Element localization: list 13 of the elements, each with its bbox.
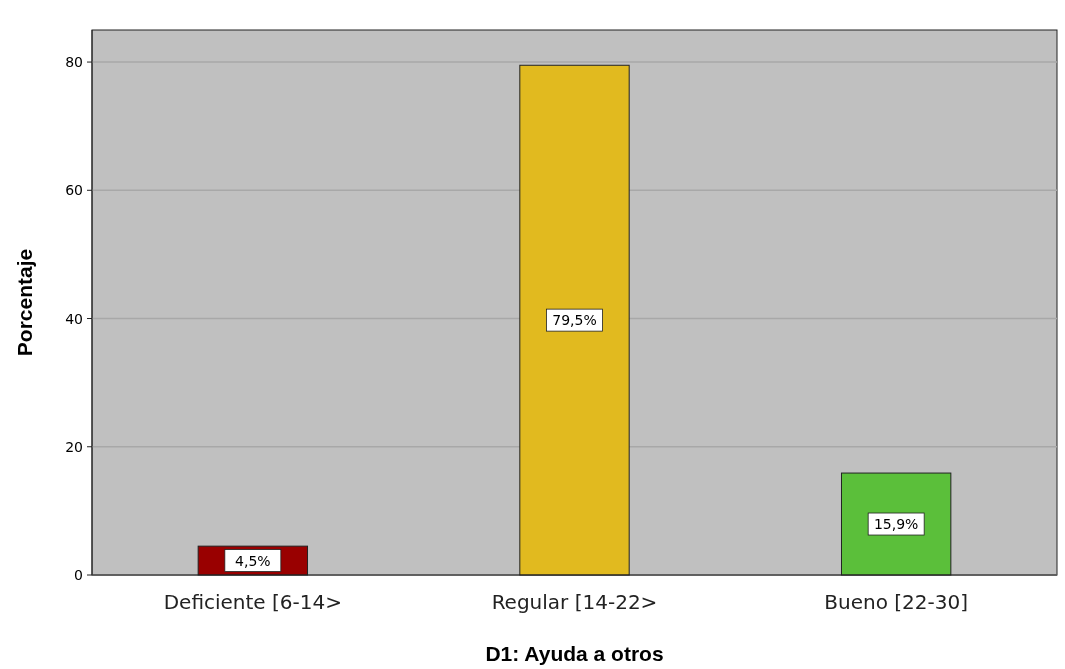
- y-tick-label: 0: [74, 567, 83, 583]
- x-tick-label: Bueno [22-30]: [824, 590, 969, 614]
- y-tick-label: 80: [65, 54, 83, 71]
- data-label: 15,9%: [873, 516, 919, 533]
- data-label: 4,5%: [235, 552, 271, 569]
- data-label: 79,5%: [552, 312, 597, 329]
- y-axis-title: Porcentaje: [13, 248, 36, 357]
- y-tick-label: 20: [65, 438, 83, 455]
- x-axis-title: D1: Ayuda a otros: [485, 642, 664, 665]
- y-tick-label: 60: [65, 182, 83, 199]
- x-tick-label: Regular [14-22>: [491, 590, 658, 614]
- x-tick-label: Deficiente [6-14>: [163, 590, 342, 614]
- y-tick-label: 40: [65, 310, 83, 327]
